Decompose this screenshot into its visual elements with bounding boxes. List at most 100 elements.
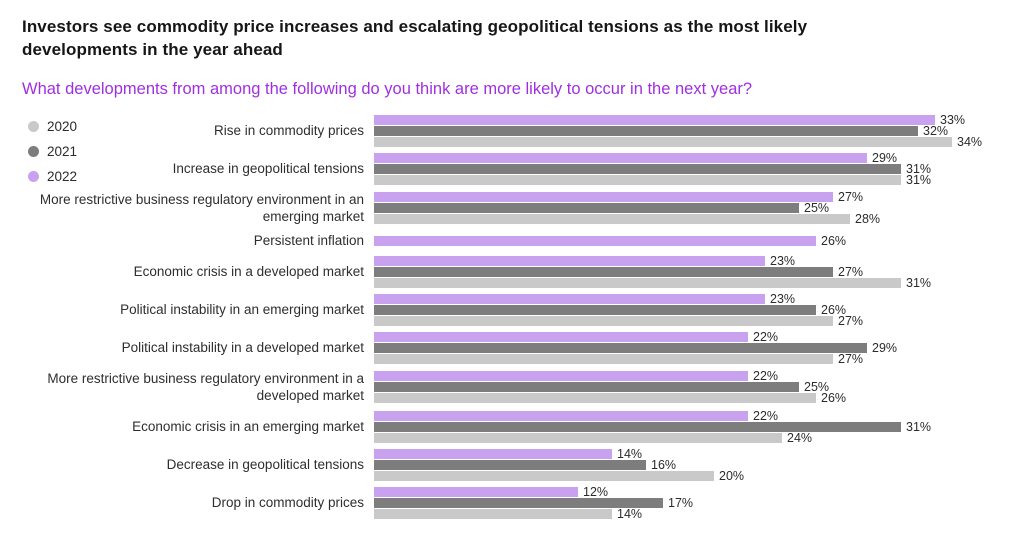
bar-line: 25% xyxy=(374,380,1002,394)
legend-label: 2021 xyxy=(47,143,78,159)
bar-value-label: 33% xyxy=(940,112,966,127)
bar-value-label: 29% xyxy=(872,340,898,355)
bar-line: 31% xyxy=(374,162,1002,176)
bar-value-label: 28% xyxy=(855,212,881,227)
bar-value-label: 22% xyxy=(753,408,779,423)
bar-row: Drop in commodity prices 12% 17% 14% xyxy=(22,484,1002,521)
bar-value-label: 20% xyxy=(719,468,745,483)
bar-row: Persistent inflation 26% xyxy=(22,232,1002,250)
category-label: Increase in geopolitical tensions xyxy=(172,161,364,177)
bar-group: 26% xyxy=(374,234,1002,248)
bar-line: 27% xyxy=(374,190,1002,205)
legend-dot-icon xyxy=(28,120,39,132)
bar-group: 23% 26% 27% xyxy=(374,292,1002,328)
bar-value-label: 26% xyxy=(821,391,847,406)
bar-line: 27% xyxy=(374,265,1002,279)
bar-row: More restrictive business regulatory env… xyxy=(22,369,1002,406)
bar-2022 xyxy=(374,235,816,246)
bar-row: Increase in geopolitical tensions 29% 31% 3… xyxy=(22,150,1002,187)
bar-2021 xyxy=(374,342,867,353)
bar-line: 32% xyxy=(374,124,1002,138)
category-label: Decrease in geopolitical tensions xyxy=(166,456,364,472)
bar-2022 xyxy=(374,331,748,342)
bar-value-label: 22% xyxy=(753,329,779,344)
category-label: More restrictive business regulatory env… xyxy=(47,370,364,404)
bar-2021 xyxy=(374,203,799,214)
bar-line: 23% xyxy=(374,254,1002,268)
bar-line: 22% xyxy=(374,329,1002,344)
bar-chart: Rise in commodity prices 33% 32% 34% Increas… xyxy=(22,112,1002,525)
category-label: More restrictive business regulatory env… xyxy=(39,191,364,225)
bar-line: 34% xyxy=(374,135,1002,149)
bar-2022 xyxy=(374,448,612,459)
bar-line: 31% xyxy=(374,419,1002,434)
category-label: Rise in commodity prices xyxy=(213,123,364,139)
bar-2020 xyxy=(374,277,901,288)
bar-value-label: 26% xyxy=(821,302,847,317)
bar-2020 xyxy=(374,508,612,519)
bar-line: 14% xyxy=(374,446,1002,461)
bar-2020 xyxy=(374,353,833,364)
bar-line: 26% xyxy=(374,302,1002,317)
bar-2020 xyxy=(374,136,952,147)
bar-group: 23% 27% 31% xyxy=(374,254,1002,290)
category-label: Political instability in a developed mar… xyxy=(121,339,364,355)
bar-row: More restrictive business regulatory env… xyxy=(22,190,1002,227)
bar-value-label: 31% xyxy=(906,172,932,187)
bar-group: 14% 16% 20% xyxy=(374,446,1002,483)
bar-group: 12% 17% 14% xyxy=(374,484,1002,521)
bar-line: 26% xyxy=(374,234,1002,248)
bar-row: Political instability in an emerging mar… xyxy=(22,292,1002,328)
bar-line: 24% xyxy=(374,431,1002,445)
bar-value-label: 27% xyxy=(838,351,864,366)
bar-2021 xyxy=(374,266,833,277)
bar-2022 xyxy=(374,152,867,163)
bar-2021 xyxy=(374,163,901,174)
bar-value-label: 31% xyxy=(906,275,932,290)
bar-2022 xyxy=(374,114,935,125)
legend-label: 2022 xyxy=(47,168,78,184)
bar-row: Economic crisis in a developed market 23%… xyxy=(22,254,1002,290)
category-label: Drop in commodity prices xyxy=(211,494,364,510)
bar-row: Political instability in a developed mar… xyxy=(22,329,1002,366)
chart-area: 2020 2021 2022 Rise in commodity prices 33%… xyxy=(22,112,1002,525)
legend-item-2021: 2021 xyxy=(28,144,77,159)
bar-2022 xyxy=(374,410,748,421)
bar-line: 27% xyxy=(374,351,1002,366)
bar-2022 xyxy=(374,371,748,382)
bar-line: 29% xyxy=(374,150,1002,165)
bar-2020 xyxy=(374,470,714,481)
chart-title: Investors see commodity price increases … xyxy=(22,17,808,59)
bar-group: 22% 31% 24% xyxy=(374,408,1002,445)
bar-line: 16% xyxy=(374,458,1002,472)
bar-value-label: 25% xyxy=(804,201,830,216)
bar-2020 xyxy=(374,432,782,443)
bar-line: 25% xyxy=(374,201,1002,216)
bar-2021 xyxy=(374,304,816,315)
bar-value-label: 27% xyxy=(838,190,864,205)
bar-group: 33% 32% 34% xyxy=(374,112,1002,149)
bar-value-label: 22% xyxy=(753,369,779,384)
bar-value-label: 14% xyxy=(617,506,643,521)
legend-dot-icon xyxy=(28,170,39,182)
bar-group: 22% 29% 27% xyxy=(374,329,1002,366)
bar-group: 22% 25% 26% xyxy=(374,369,1002,406)
bar-row: Rise in commodity prices 33% 32% 34% xyxy=(22,112,1002,149)
bar-line: 26% xyxy=(374,391,1002,406)
bar-value-label: 31% xyxy=(906,419,932,434)
bar-line: 29% xyxy=(374,340,1002,355)
bar-2020 xyxy=(374,393,816,404)
legend-dot-icon xyxy=(28,145,39,157)
bar-value-label: 29% xyxy=(872,150,898,165)
bar-2021 xyxy=(374,497,663,508)
bar-line: 20% xyxy=(374,468,1002,483)
bar-2020 xyxy=(374,174,901,185)
bar-line: 22% xyxy=(374,369,1002,384)
legend: 2020 2021 2022 xyxy=(28,119,77,184)
bar-value-label: 14% xyxy=(617,446,643,461)
category-label: Political instability in an emerging mar… xyxy=(120,301,364,317)
bar-value-label: 12% xyxy=(583,484,609,499)
bar-2021 xyxy=(374,459,646,470)
bar-line: 28% xyxy=(374,212,1002,227)
category-label: Economic crisis in a developed market xyxy=(133,263,364,279)
